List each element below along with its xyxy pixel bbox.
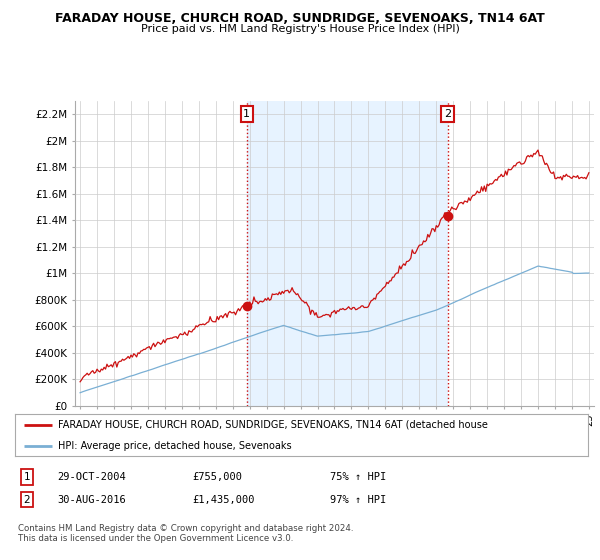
Bar <box>247 101 448 406</box>
Text: £755,000: £755,000 <box>192 472 242 482</box>
Text: 1: 1 <box>244 109 250 119</box>
Text: 75% ↑ HPI: 75% ↑ HPI <box>330 472 386 482</box>
Text: FARADAY HOUSE, CHURCH ROAD, SUNDRIDGE, SEVENOAKS, TN14 6AT (detached house: FARADAY HOUSE, CHURCH ROAD, SUNDRIDGE, S… <box>58 420 488 430</box>
Text: 97% ↑ HPI: 97% ↑ HPI <box>330 494 386 505</box>
Text: 29-OCT-2004: 29-OCT-2004 <box>57 472 126 482</box>
Text: 2: 2 <box>23 494 31 505</box>
Text: 2: 2 <box>444 109 451 119</box>
Text: 30-AUG-2016: 30-AUG-2016 <box>57 494 126 505</box>
Text: Contains HM Land Registry data © Crown copyright and database right 2024.
This d: Contains HM Land Registry data © Crown c… <box>18 524 353 543</box>
Text: 1: 1 <box>23 472 31 482</box>
Text: £1,435,000: £1,435,000 <box>192 494 254 505</box>
Text: Price paid vs. HM Land Registry's House Price Index (HPI): Price paid vs. HM Land Registry's House … <box>140 24 460 34</box>
Text: FARADAY HOUSE, CHURCH ROAD, SUNDRIDGE, SEVENOAKS, TN14 6AT: FARADAY HOUSE, CHURCH ROAD, SUNDRIDGE, S… <box>55 12 545 25</box>
Text: HPI: Average price, detached house, Sevenoaks: HPI: Average price, detached house, Seve… <box>58 441 292 451</box>
